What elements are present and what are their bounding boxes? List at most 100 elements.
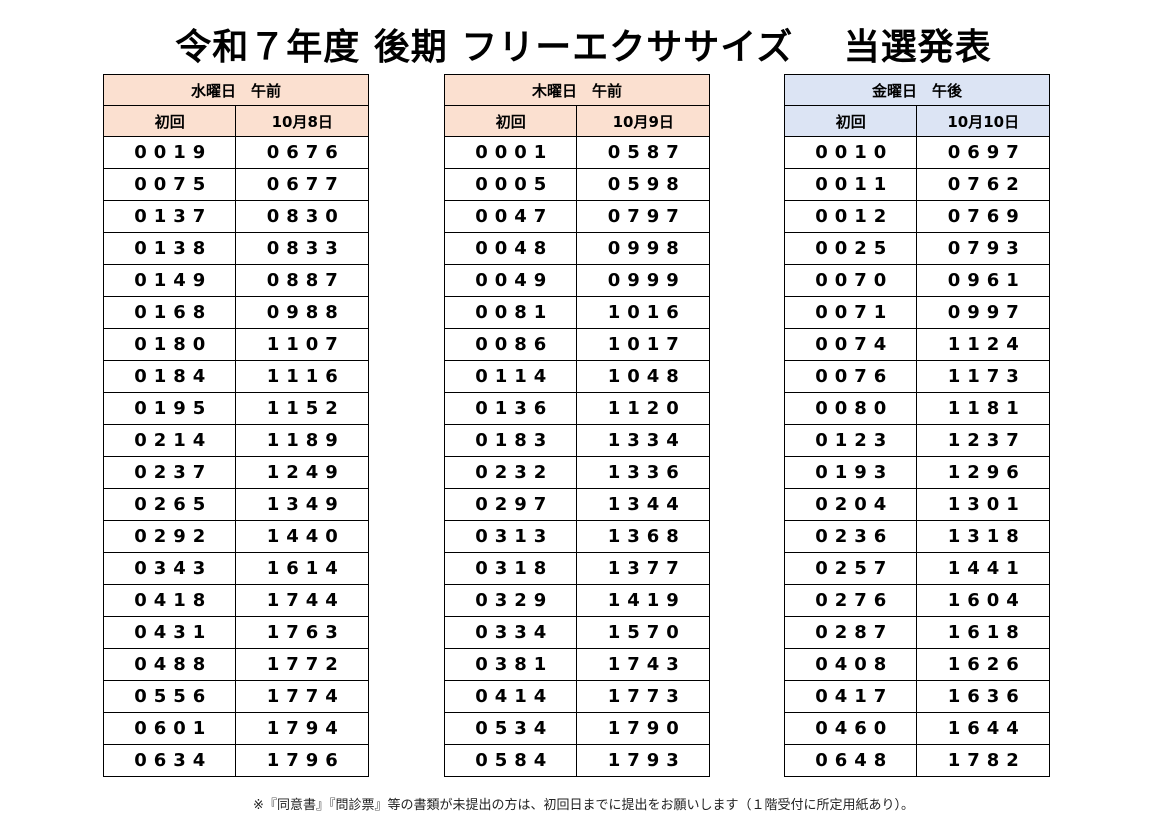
table-row: 0460 1644 <box>783 712 1050 745</box>
first-session-number: 0001 <box>443 136 578 169</box>
date-session-number: 0997 <box>916 296 1050 329</box>
first-session-number: 0204 <box>783 488 918 521</box>
table-row: 0049 0999 <box>443 264 710 297</box>
first-session-number: 0287 <box>783 616 918 649</box>
date-session-number: 0999 <box>576 264 710 297</box>
first-session-number: 0011 <box>783 168 918 201</box>
first-session-number: 0005 <box>443 168 578 201</box>
first-session-number: 0076 <box>783 360 918 393</box>
table-row: 0114 1048 <box>443 360 710 393</box>
table-row: 0005 0598 <box>443 168 710 201</box>
first-session-number: 0019 <box>102 136 237 169</box>
date-session-number: 1173 <box>916 360 1050 393</box>
date-session-number: 1181 <box>916 392 1050 425</box>
date-session-number: 1249 <box>235 456 369 489</box>
table-row: 0534 1790 <box>443 712 710 745</box>
date-session-number: 0961 <box>916 264 1050 297</box>
table-row: 0025 0793 <box>783 232 1050 265</box>
date-session-number: 1296 <box>916 456 1050 489</box>
date-session-number: 1419 <box>576 584 710 617</box>
first-session-number: 0232 <box>443 456 578 489</box>
date-session-number: 1336 <box>576 456 710 489</box>
wednesday-header: 水曜日 午前 <box>103 74 369 106</box>
first-session-number: 0318 <box>443 552 578 585</box>
table-row: 0265 1349 <box>102 488 369 521</box>
table-row: 0257 1441 <box>783 552 1050 585</box>
first-session-number: 0236 <box>783 520 918 553</box>
date-session-number: 0793 <box>916 232 1050 265</box>
table-row: 0417 1636 <box>783 680 1050 713</box>
date-session-number: 0677 <box>235 168 369 201</box>
first-session-number: 0180 <box>102 328 237 361</box>
table-row: 0075 0677 <box>102 168 369 201</box>
first-session-number: 0193 <box>783 456 918 489</box>
table-row: 0343 1614 <box>102 552 369 585</box>
date-session-number: 0887 <box>235 264 369 297</box>
table-row: 0074 1124 <box>783 328 1050 361</box>
date-session-number: 1107 <box>235 328 369 361</box>
first-session-number: 0556 <box>102 680 237 713</box>
date-session-number: 1152 <box>235 392 369 425</box>
first-session-number: 0086 <box>443 328 578 361</box>
date-session-number: 1318 <box>916 520 1050 553</box>
first-session-number: 0329 <box>443 584 578 617</box>
first-session-number: 0123 <box>783 424 918 457</box>
table-row: 0431 1763 <box>102 616 369 649</box>
table-row: 0634 1796 <box>102 744 369 777</box>
first-session-number: 0070 <box>783 264 918 297</box>
date-session-number: 1570 <box>576 616 710 649</box>
date-session-number: 0833 <box>235 232 369 265</box>
first-session-number: 0184 <box>102 360 237 393</box>
first-session-number: 0414 <box>443 680 578 713</box>
first-session-number: 0183 <box>443 424 578 457</box>
thursday-table: 木曜日 午前 初回 10月9日 0001 0587 0005 0598 0047 0797… <box>443 74 710 777</box>
table-row: 0334 1570 <box>443 616 710 649</box>
table-row: 0381 1743 <box>443 648 710 681</box>
first-column-header: 初回 <box>443 105 578 137</box>
first-session-number: 0460 <box>783 712 918 745</box>
date-session-number: 1604 <box>916 584 1050 617</box>
first-session-number: 0237 <box>102 456 237 489</box>
date-session-number: 1048 <box>576 360 710 393</box>
date-session-number: 1120 <box>576 392 710 425</box>
table-row: 0488 1772 <box>102 648 369 681</box>
date-session-number: 0762 <box>916 168 1050 201</box>
date-session-number: 1017 <box>576 328 710 361</box>
date-session-number: 1349 <box>235 488 369 521</box>
table-row: 0070 0961 <box>783 264 1050 297</box>
table-row: 0193 1296 <box>783 456 1050 489</box>
date-session-number: 0797 <box>576 200 710 233</box>
date-session-number: 0598 <box>576 168 710 201</box>
wednesday-table: 水曜日 午前 初回 10月8日 0019 0676 0075 0677 0137 0830… <box>102 74 369 777</box>
first-session-number: 0080 <box>783 392 918 425</box>
first-session-number: 0049 <box>443 264 578 297</box>
date-session-number: 1774 <box>235 680 369 713</box>
first-session-number: 0071 <box>783 296 918 329</box>
date-session-number: 1773 <box>576 680 710 713</box>
first-session-number: 0195 <box>102 392 237 425</box>
table-row: 0123 1237 <box>783 424 1050 457</box>
first-column-header: 初回 <box>102 105 237 137</box>
footer-note: ※『同意書』『問診票』等の書類が未提出の方は、初回日までに提出をお願いします（１… <box>253 798 914 813</box>
table-row: 0287 1618 <box>783 616 1050 649</box>
first-session-number: 0297 <box>443 488 578 521</box>
thursday-header: 木曜日 午前 <box>444 74 710 106</box>
first-session-number: 0047 <box>443 200 578 233</box>
first-session-number: 0584 <box>443 744 578 777</box>
first-session-number: 0408 <box>783 648 918 681</box>
first-session-number: 0136 <box>443 392 578 425</box>
table-row: 0318 1377 <box>443 552 710 585</box>
date-session-number: 0697 <box>916 136 1050 169</box>
first-session-number: 0417 <box>783 680 918 713</box>
first-session-number: 0214 <box>102 424 237 457</box>
date-session-number: 1636 <box>916 680 1050 713</box>
first-session-number: 0114 <box>443 360 578 393</box>
table-row: 0081 1016 <box>443 296 710 329</box>
date-session-number: 1124 <box>916 328 1050 361</box>
first-session-number: 0601 <box>102 712 237 745</box>
table-row: 0149 0887 <box>102 264 369 297</box>
table-row: 0648 1782 <box>783 744 1050 777</box>
date-session-number: 0998 <box>576 232 710 265</box>
first-column-header: 初回 <box>783 105 918 137</box>
first-session-number: 0075 <box>102 168 237 201</box>
